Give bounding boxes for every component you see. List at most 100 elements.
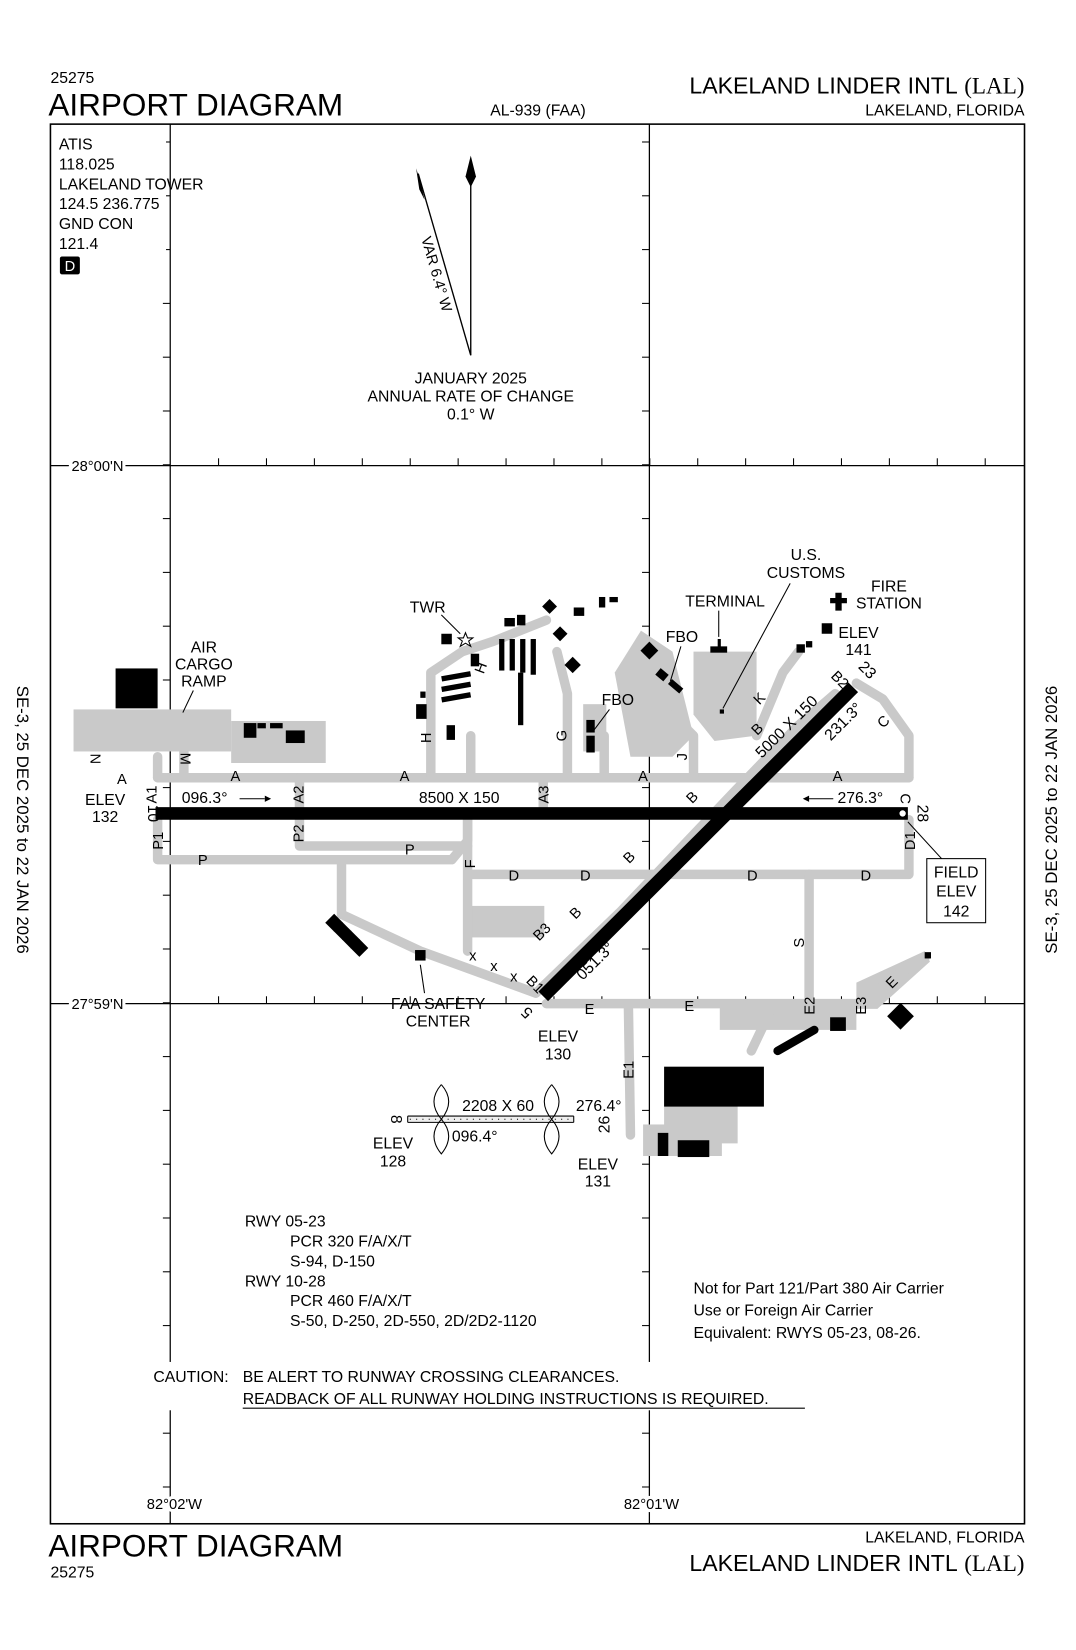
- magnetic-rate: 0.1° W: [447, 406, 495, 423]
- footer-location: LAKELAND, FLORIDA: [865, 1530, 1025, 1547]
- twy-label: H: [419, 732, 435, 743]
- twy-label: J: [675, 753, 691, 760]
- rwy-23-elev-label: ELEV: [838, 625, 879, 642]
- fbo-label: FBO: [666, 629, 698, 646]
- terminal-label: TERMINAL: [685, 593, 765, 610]
- twy-label: H: [472, 660, 491, 675]
- caution-line: BE ALERT TO RUNWAY CROSSING CLEARANCES.: [243, 1369, 620, 1386]
- twy-label: A2: [292, 786, 308, 804]
- runway-05-23: [538, 682, 859, 1002]
- freq-line: 121.4: [59, 236, 99, 253]
- taxiways: [152, 615, 930, 1140]
- rwy-26-elev-label: ELEV: [578, 1157, 619, 1174]
- rwy-28-end: 28: [913, 805, 930, 823]
- runway-note: PCR 460 F/A/X/T: [290, 1293, 412, 1310]
- air-cargo-label: RAMP: [181, 673, 227, 690]
- rwy-26-elev: 131: [585, 1173, 611, 1190]
- faa-safety-center-label: FAA SAFETY: [391, 996, 486, 1013]
- twy-label: B: [684, 789, 702, 807]
- runway-08-26: [407, 1115, 575, 1123]
- hold-mark: x: [469, 949, 477, 965]
- field-elev-label: ELEV: [936, 883, 977, 900]
- datalink-badge: [59, 256, 80, 275]
- magnetic-date: JANUARY 2025: [415, 371, 528, 388]
- twy-label: P: [198, 853, 208, 869]
- lon-82-02: 82°02'W: [147, 1497, 202, 1513]
- twy-label: A: [638, 769, 648, 785]
- airport-name: LAKELAND LINDER INTL (LAL): [689, 73, 1024, 99]
- runway-note: S-50, D-250, 2D-550, 2D/2D2-1120: [290, 1313, 537, 1330]
- twy-label: N: [86, 753, 102, 764]
- twy-label: F: [463, 859, 479, 868]
- twy-label: A: [117, 772, 127, 788]
- air-carrier-note: Use or Foreign Air Carrier: [694, 1303, 873, 1320]
- rwy-5-elev: 130: [545, 1046, 572, 1063]
- tower-label: TWR: [410, 600, 446, 617]
- freq-line: GND CON: [59, 216, 133, 233]
- twy-label: E: [684, 999, 694, 1015]
- freq-line: 124.5 236.775: [59, 196, 160, 213]
- rwy-26-heading: 276.4°: [576, 1098, 622, 1115]
- twy-label: E3: [854, 997, 870, 1015]
- caution-line: READBACK OF ALL RUNWAY HOLDING INSTRUCTI…: [243, 1391, 769, 1408]
- twy-label: D: [580, 869, 591, 885]
- air-cargo-label: AIR: [191, 640, 217, 657]
- twy-label: A: [833, 769, 843, 785]
- rwy-10-elev-label: ELEV: [85, 792, 126, 809]
- runway-08-26-approach-markers: [433, 1084, 560, 1155]
- freq-line: 118.025: [59, 156, 115, 173]
- fire-station-label: STATION: [856, 596, 922, 613]
- customs-label: U.S.: [791, 547, 822, 564]
- effective-dates-right: SE-3, 25 DEC 2025 to 22 JAN 2026: [1042, 686, 1061, 954]
- twy-label: P: [405, 842, 415, 858]
- footer-chart-number: 25275: [50, 1564, 94, 1581]
- twy-label: B: [621, 849, 639, 867]
- buildings: [115, 592, 931, 1158]
- datalink-badge-text: D: [65, 259, 76, 275]
- runway-note: RWY 10-28: [245, 1273, 326, 1290]
- air-cargo-label: CARGO: [175, 656, 233, 673]
- runway-note: S-94, D-150: [290, 1253, 375, 1270]
- twy-label: E2: [802, 997, 818, 1015]
- twy-label: E: [585, 1002, 595, 1018]
- rwy-23-elev: 141: [845, 642, 871, 659]
- chart-title: AIRPORT DIAGRAM: [48, 87, 343, 123]
- field-elev-label: FIELD: [934, 865, 979, 882]
- chart-number: 25275: [50, 70, 94, 87]
- twy-label: D1: [903, 831, 919, 850]
- twy-label: S: [792, 938, 808, 948]
- freq-line: LAKELAND TOWER: [59, 176, 204, 193]
- twy-label: D: [747, 869, 758, 885]
- frequency-block: ATIS 118.025 LAKELAND TOWER 124.5 236.77…: [59, 136, 204, 253]
- runway-10-28: [155, 807, 908, 820]
- runway-note: PCR 320 F/A/X/T: [290, 1233, 412, 1250]
- rwy-8-end: 8: [387, 1115, 404, 1124]
- customs-label: CUSTOMS: [767, 565, 845, 582]
- lon-82-01: 82°01'W: [624, 1497, 679, 1513]
- magnetic-rate-label: ANNUAL RATE OF CHANGE: [367, 389, 574, 406]
- magnetic-variation: VAR 6.4° W: [417, 235, 454, 314]
- rwy-28-heading: 276.3°: [837, 790, 883, 807]
- air-carrier-note: Not for Part 121/Part 380 Air Carrier: [694, 1281, 944, 1298]
- twy-label: E1: [622, 1061, 638, 1079]
- field-elev-box: [926, 858, 987, 924]
- twy-label: D: [861, 869, 872, 885]
- air-carrier-note: Equivalent: RWYS 05-23, 08-26.: [694, 1325, 921, 1342]
- rwy-10-28-dims: 8500 X 150: [419, 790, 500, 807]
- twy-label: A1: [145, 786, 161, 804]
- footer-title: AIRPORT DIAGRAM: [48, 1527, 343, 1563]
- twy-label: M: [177, 753, 193, 765]
- rwy-5-end: 5: [518, 1003, 536, 1021]
- rwy-8-heading: 096.4°: [452, 1128, 498, 1145]
- hold-mark: x: [490, 959, 498, 975]
- twy-label: A: [230, 769, 240, 785]
- runway-note: RWY 05-23: [245, 1213, 326, 1230]
- twy-label: D: [509, 869, 520, 885]
- twy-label: P2: [292, 824, 308, 842]
- faa-safety-center-label: CENTER: [406, 1014, 471, 1031]
- rwy-8-elev-label: ELEV: [373, 1136, 414, 1153]
- rwy-08-26-dims: 2208 X 60: [462, 1098, 534, 1115]
- twy-label: G: [554, 730, 570, 741]
- effective-dates-left: SE-3, 25 DEC 2025 to 22 JAN 2026: [13, 686, 32, 954]
